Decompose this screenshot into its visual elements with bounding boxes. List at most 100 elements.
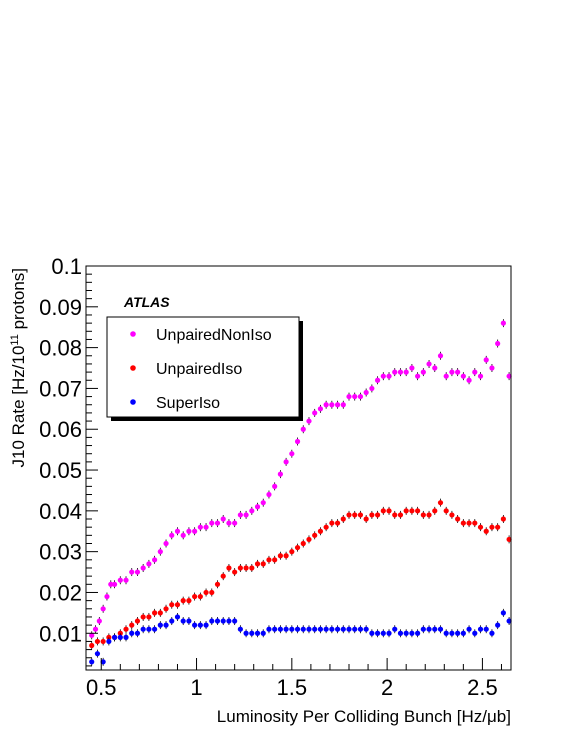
data-point bbox=[123, 634, 129, 640]
data-point bbox=[277, 471, 283, 477]
data-point bbox=[432, 626, 438, 632]
data-point bbox=[140, 614, 146, 620]
data-point bbox=[317, 406, 324, 412]
data-point bbox=[426, 512, 432, 518]
y-tick-label: 0.05 bbox=[39, 458, 82, 483]
data-point bbox=[186, 598, 192, 604]
legend: UnpairedNonIso UnpairedIso SuperIso bbox=[106, 316, 303, 421]
data-point bbox=[472, 630, 478, 636]
data-point bbox=[489, 524, 495, 530]
data-point bbox=[380, 373, 386, 379]
data-point bbox=[506, 536, 512, 543]
data-point bbox=[489, 630, 495, 636]
y-tick-label: 0.06 bbox=[39, 417, 82, 442]
data-point bbox=[477, 524, 484, 530]
data-point bbox=[209, 520, 215, 526]
data-point bbox=[89, 659, 95, 665]
data-point bbox=[266, 557, 272, 563]
data-point bbox=[100, 638, 106, 645]
data-point bbox=[357, 626, 364, 632]
data-point bbox=[380, 630, 386, 636]
data-point bbox=[134, 569, 141, 575]
y-axis: 0.01 0.02 0.03 0.04 0.05 0.06 0.07 0.08 0.09 0.1 bbox=[39, 254, 98, 667]
data-point bbox=[272, 557, 278, 563]
data-point bbox=[249, 508, 255, 514]
data-point bbox=[415, 508, 421, 514]
data-point bbox=[169, 532, 175, 538]
data-point bbox=[483, 626, 489, 632]
data-point bbox=[386, 508, 392, 514]
data-point bbox=[346, 393, 352, 400]
legend-marker bbox=[130, 399, 136, 405]
data-point bbox=[340, 516, 346, 522]
data-point bbox=[157, 549, 163, 555]
series-UnpairedNonIso bbox=[89, 319, 512, 640]
data-point bbox=[495, 524, 501, 530]
data-point bbox=[329, 520, 335, 526]
series-UnpairedIso bbox=[89, 498, 512, 650]
data-point bbox=[289, 626, 295, 632]
data-point bbox=[500, 320, 506, 326]
data-point bbox=[283, 553, 289, 559]
data-point bbox=[363, 389, 369, 396]
data-point bbox=[506, 373, 512, 379]
data-point bbox=[363, 626, 369, 632]
data-point bbox=[409, 630, 415, 636]
data-point bbox=[203, 622, 209, 628]
data-point bbox=[186, 618, 192, 624]
data-point bbox=[94, 651, 101, 657]
data-point bbox=[243, 630, 249, 636]
data-point bbox=[226, 618, 232, 624]
data-point bbox=[466, 377, 472, 383]
data-point bbox=[254, 630, 261, 636]
data-point bbox=[260, 630, 266, 636]
data-point bbox=[266, 491, 272, 498]
data-point bbox=[192, 528, 198, 534]
data-point bbox=[104, 593, 110, 600]
data-point bbox=[89, 642, 95, 649]
data-point bbox=[397, 512, 404, 518]
data-point bbox=[369, 630, 375, 636]
data-point bbox=[203, 524, 209, 530]
data-point bbox=[483, 528, 489, 534]
data-point bbox=[197, 593, 203, 600]
data-point bbox=[306, 626, 312, 632]
data-point bbox=[466, 626, 472, 632]
data-point bbox=[220, 573, 226, 579]
data-point bbox=[180, 618, 186, 624]
data-point bbox=[283, 459, 289, 465]
data-point bbox=[294, 438, 301, 445]
data-point bbox=[403, 508, 409, 514]
data-point bbox=[146, 626, 152, 632]
data-point bbox=[106, 634, 112, 640]
data-point bbox=[506, 618, 512, 624]
data-point bbox=[289, 549, 295, 555]
data-point bbox=[192, 593, 198, 600]
data-point bbox=[312, 410, 318, 416]
data-point bbox=[123, 577, 129, 583]
data-point bbox=[374, 512, 381, 518]
y-tick-label: 0.07 bbox=[39, 376, 82, 401]
data-point bbox=[186, 528, 192, 534]
x-axis: 0.5 1 1.5 2 2.5 bbox=[86, 658, 502, 700]
data-point bbox=[352, 512, 358, 518]
data-point bbox=[92, 626, 99, 632]
data-point bbox=[397, 369, 404, 375]
data-point bbox=[392, 512, 398, 518]
data-point bbox=[226, 565, 232, 571]
y-axis-title-main: J10 Rate [Hz/10 bbox=[9, 346, 28, 468]
data-point bbox=[209, 618, 215, 624]
data-point bbox=[260, 500, 266, 506]
data-point bbox=[323, 402, 329, 408]
data-point bbox=[386, 373, 392, 379]
x-tick-label: 0.5 bbox=[86, 675, 117, 700]
data-point bbox=[152, 557, 158, 563]
data-point bbox=[140, 565, 146, 571]
data-point bbox=[306, 536, 312, 543]
x-axis-title: Luminosity Per Colliding Bunch [Hz/μb] bbox=[217, 707, 511, 726]
data-point bbox=[420, 626, 426, 632]
y-tick-label: 0.04 bbox=[39, 499, 82, 524]
data-point bbox=[420, 512, 426, 518]
data-point bbox=[94, 638, 101, 645]
data-point bbox=[352, 626, 358, 632]
